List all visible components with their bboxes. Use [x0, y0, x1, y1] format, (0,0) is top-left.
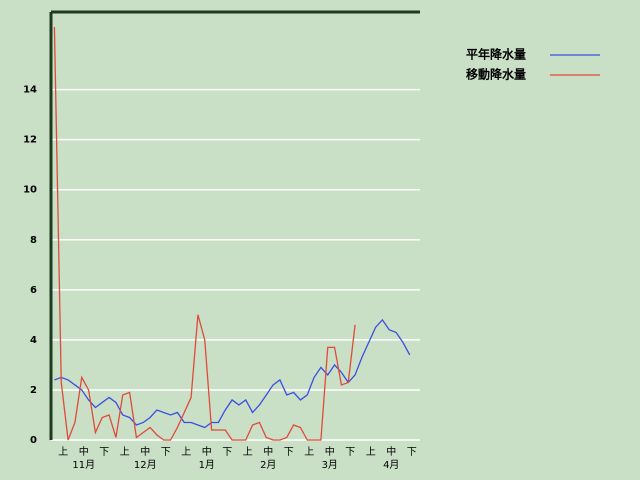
x-tick-label: 中: [140, 445, 150, 458]
y-tick-label: 4: [30, 335, 37, 346]
x-tick-label: 中: [79, 445, 89, 458]
month-label: 4月: [383, 459, 399, 471]
x-tick-label: 下: [284, 447, 294, 458]
x-tick-label: 中: [263, 445, 273, 458]
x-tick-label: 上: [58, 446, 68, 458]
y-tick-label: 14: [23, 85, 37, 96]
month-label: 3月: [322, 459, 338, 471]
x-tick-label: 上: [304, 446, 314, 458]
month-label: 2月: [260, 459, 276, 471]
y-tick-label: 12: [23, 135, 37, 146]
x-tick-label: 上: [181, 446, 191, 458]
x-tick-label: 上: [366, 446, 376, 458]
series-line: [53, 27, 356, 441]
y-tick-label: 2: [30, 385, 37, 396]
month-label: 1月: [199, 459, 215, 471]
x-tick-label: 下: [345, 447, 355, 458]
x-tick-label: 下: [99, 447, 109, 458]
x-tick-label: 下: [161, 447, 171, 458]
x-tick-label: 下: [407, 447, 417, 458]
y-tick-label: 0: [30, 435, 37, 446]
month-label: 11月: [72, 459, 95, 471]
x-tick-label: 中: [202, 445, 212, 458]
legend-label: 移動降水量: [466, 67, 526, 82]
y-tick-label: 10: [23, 185, 37, 196]
x-tick-label: 中: [386, 445, 396, 458]
legend-label: 平年降水量: [466, 47, 526, 62]
y-tick-label: 6: [30, 285, 37, 296]
month-label: 12月: [134, 459, 157, 471]
x-tick-label: 上: [120, 446, 130, 458]
series-line: [54, 318, 411, 429]
y-tick-label: 8: [30, 235, 37, 246]
x-tick-label: 上: [243, 446, 253, 458]
x-tick-label: 下: [222, 447, 232, 458]
x-tick-label: 中: [325, 445, 335, 458]
